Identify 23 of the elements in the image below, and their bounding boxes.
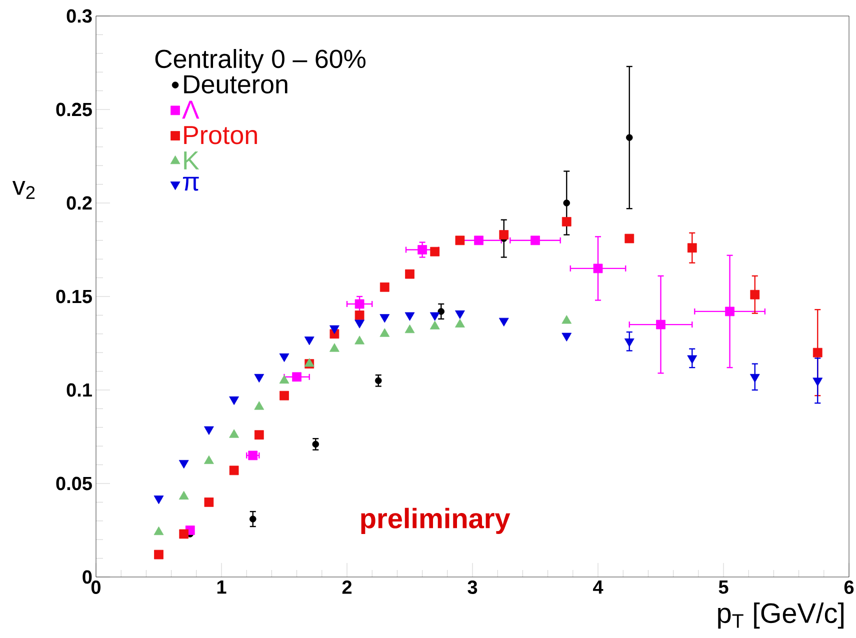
x-tick-label: 2 xyxy=(342,580,352,594)
y-tick-label: 0.15 xyxy=(56,290,92,304)
y-tick-label: 0.1 xyxy=(66,383,92,397)
legend-label: K xyxy=(184,151,200,170)
x-tick-label: 4 xyxy=(593,580,604,594)
y-tick-label: 0 xyxy=(82,570,92,584)
legend-label: Deuteron xyxy=(184,75,288,94)
x-tick-label: 3 xyxy=(468,580,478,594)
x-tick-label: 5 xyxy=(718,580,728,594)
y-tick-label: 0.25 xyxy=(56,102,92,116)
legend-label: Λ xyxy=(182,100,200,119)
x-axis-title: p$_{T}$ [GeV/c] xyxy=(718,602,844,629)
legend-label: Proton xyxy=(184,126,257,144)
legend-title: Centrality 0 – 60% xyxy=(155,49,366,74)
legend-label: π xyxy=(183,176,199,191)
y-tick-label: 0.3 xyxy=(66,9,92,23)
x-tick-label: 0 xyxy=(91,580,100,594)
x-tick-label: 1 xyxy=(217,580,226,594)
y-tick-label: 0.2 xyxy=(66,196,92,210)
annotation: preliminary xyxy=(361,508,510,534)
y-axis-title: v$_{2}$ xyxy=(12,180,35,199)
x-tick-label: 6 xyxy=(844,580,854,594)
y-tick-label: 0.05 xyxy=(56,476,92,490)
